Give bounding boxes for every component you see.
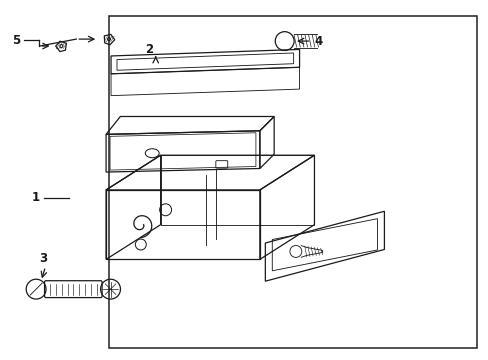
Text: 2: 2	[144, 43, 152, 56]
Bar	[108, 16, 476, 348]
Text: 5: 5	[12, 33, 20, 46]
Text: 4: 4	[314, 35, 322, 48]
Text: 1: 1	[31, 192, 40, 204]
Text: 3: 3	[40, 252, 47, 265]
